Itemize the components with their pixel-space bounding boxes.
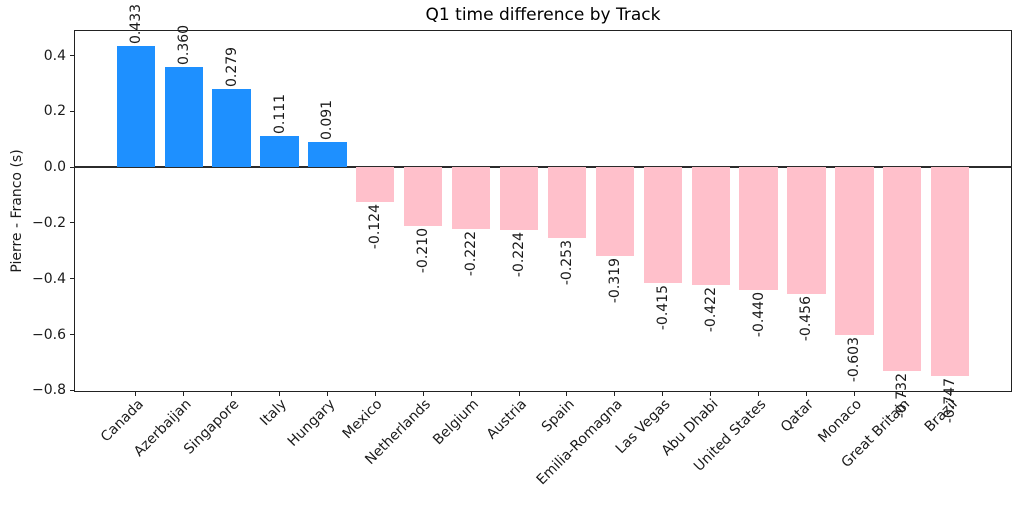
x-tick-label-qatar: Qatar — [777, 396, 818, 436]
bar-las-vegas — [643, 167, 682, 283]
bar-qatar — [787, 167, 826, 295]
y-tick-label: −0.8 — [32, 382, 66, 399]
bar-value-label-singapore: 0.279 — [223, 47, 240, 88]
bar-value-label-austria: -0.224 — [511, 231, 528, 277]
y-tick-mark — [70, 222, 74, 224]
x-tick-mark — [135, 392, 137, 396]
bar-hungary — [308, 141, 347, 168]
bar-value-label-hungary: 0.091 — [319, 99, 336, 140]
y-tick-label: 0.4 — [43, 47, 66, 64]
x-tick-label-austria: Austria — [483, 396, 530, 443]
bar-mexico — [356, 167, 395, 202]
chart-title: Q1 time difference by Track — [425, 5, 661, 25]
x-tick-mark — [279, 392, 281, 396]
y-tick-label: 0.2 — [43, 103, 66, 120]
bar-united-states — [739, 167, 778, 290]
bar-canada — [116, 46, 155, 168]
bar-spain — [547, 167, 587, 238]
x-tick-mark — [710, 392, 712, 396]
x-tick-mark — [470, 392, 472, 396]
x-tick-label-hungary: Hungary — [284, 396, 339, 450]
x-tick-mark — [949, 392, 951, 396]
bar-netherlands — [404, 167, 443, 226]
bar-italy — [260, 136, 299, 168]
x-tick-label-belgium: Belgium — [429, 396, 482, 449]
x-tick-mark — [805, 392, 807, 396]
y-tick-mark — [70, 166, 74, 168]
bar-value-label-qatar: -0.456 — [798, 296, 815, 342]
y-tick-label: −0.6 — [32, 326, 66, 343]
y-tick-mark — [70, 278, 74, 280]
x-tick-mark — [614, 392, 616, 396]
bar-belgium — [451, 167, 491, 230]
zero-baseline — [74, 166, 1012, 168]
bar-monaco — [835, 167, 874, 336]
bar-brazil — [931, 167, 970, 376]
x-tick-label-canada: Canada — [97, 396, 147, 446]
y-tick-mark — [70, 334, 74, 336]
bar-value-label-abu-dhabi: -0.422 — [702, 286, 719, 333]
y-tick-mark — [70, 389, 74, 391]
bar-value-label-netherlands: -0.210 — [415, 227, 432, 273]
bar-value-label-canada: 0.433 — [127, 4, 144, 45]
bar-value-label-monaco: -0.603 — [846, 337, 863, 383]
x-tick-label-spain: Spain — [538, 396, 578, 436]
bar-value-label-belgium: -0.222 — [463, 231, 480, 277]
bar-emilia-romagna — [595, 167, 634, 257]
bar-value-label-united-states: -0.440 — [750, 291, 767, 338]
bar-abu-dhabi — [691, 167, 730, 285]
bar-value-label-italy: 0.111 — [271, 94, 288, 135]
bar-austria — [499, 167, 539, 230]
x-tick-mark — [566, 392, 568, 396]
x-tick-mark — [662, 392, 664, 396]
y-tick-mark — [70, 55, 74, 57]
bar-azerbaijan — [164, 66, 203, 168]
y-tick-label: 0.0 — [43, 159, 66, 176]
y-tick-label: −0.2 — [32, 214, 66, 231]
x-tick-mark — [326, 392, 328, 396]
x-tick-label-italy: Italy — [257, 396, 291, 430]
bar-value-label-spain: -0.253 — [558, 239, 575, 285]
x-tick-mark — [518, 392, 520, 396]
bar-great-britain — [883, 167, 922, 372]
x-tick-label-mexico: Mexico — [340, 396, 386, 443]
x-tick-mark — [853, 392, 855, 396]
x-tick-mark — [183, 392, 185, 396]
x-tick-mark — [422, 392, 424, 396]
x-tick-mark — [758, 392, 760, 396]
x-tick-mark — [901, 392, 903, 396]
x-tick-label-emilia-romagna: Emilia-Romagna — [533, 396, 626, 489]
bar-value-label-azerbaijan: 0.360 — [175, 24, 192, 65]
bar-value-label-emilia-romagna: -0.319 — [606, 258, 623, 304]
x-tick-mark — [374, 392, 376, 396]
bar-singapore — [212, 89, 251, 168]
bar-value-label-las-vegas: -0.415 — [654, 284, 671, 331]
y-tick-mark — [70, 110, 74, 112]
y-tick-label: −0.4 — [32, 270, 66, 287]
x-tick-mark — [231, 392, 233, 396]
bar-value-label-mexico: -0.124 — [367, 203, 384, 249]
